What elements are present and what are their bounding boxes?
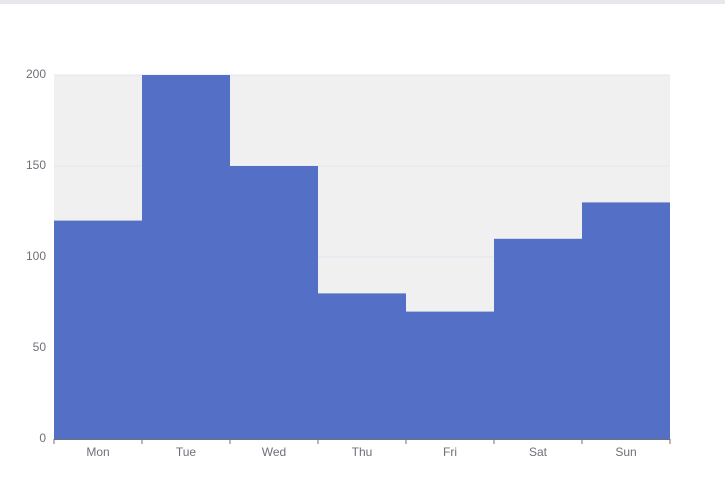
bar [582,202,670,439]
bar [230,166,318,439]
x-tick-label: Mon [86,445,109,459]
x-tick-label: Sat [529,445,548,459]
y-tick-label: 0 [39,431,46,445]
y-tick-label: 200 [26,67,46,81]
bar [406,311,494,439]
bar [142,75,230,439]
bar [318,293,406,439]
x-tick-label: Wed [262,445,286,459]
x-tick-label: Fri [443,445,457,459]
x-tick-label: Sun [615,445,636,459]
bar [494,238,582,439]
y-tick-label: 150 [26,158,46,172]
x-tick-label: Thu [352,445,373,459]
x-tick-label: Tue [176,445,197,459]
bar [54,220,142,439]
top-strip [0,0,725,4]
y-tick-label: 50 [33,340,47,354]
y-tick-label: 100 [26,249,46,263]
